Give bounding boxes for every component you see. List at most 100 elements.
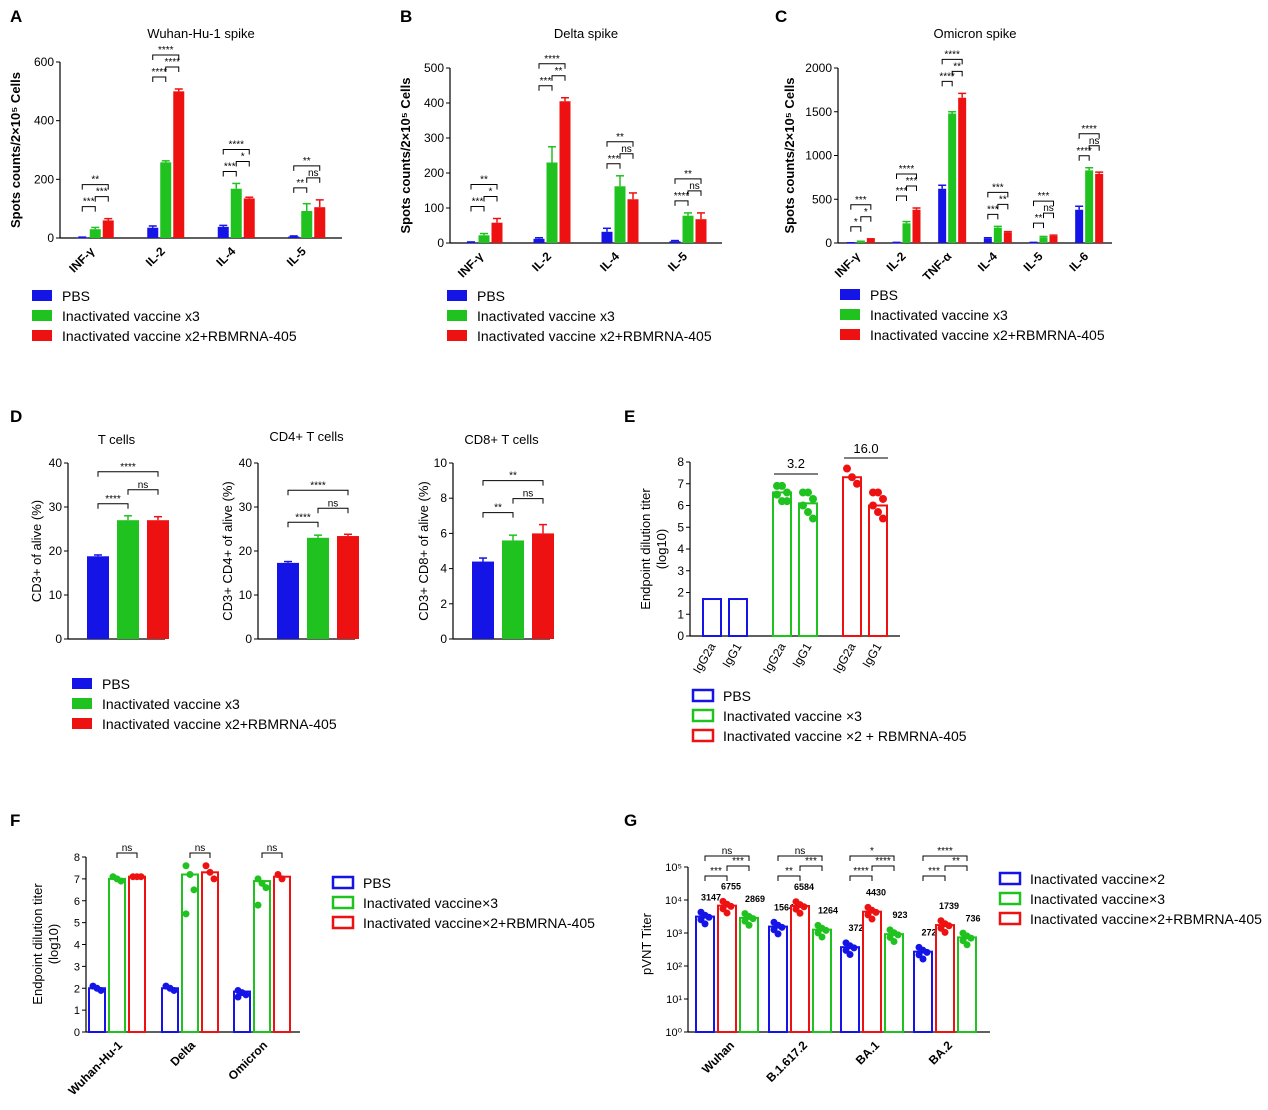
- significance-bracket: [470, 184, 498, 190]
- bar: [902, 223, 911, 243]
- y-tick-label: 10³: [666, 928, 682, 940]
- significance-label: ***: [992, 182, 1004, 193]
- data-point: [868, 915, 876, 923]
- significance-bracket: [944, 865, 968, 871]
- significance-label: ****: [151, 67, 167, 78]
- significance-label: ns: [122, 843, 133, 854]
- y-tick-label: 6: [74, 896, 80, 908]
- significance-bracket: [871, 865, 895, 871]
- data-point: [799, 501, 807, 510]
- legend-swatch: [998, 911, 1022, 926]
- y-tick-label: 400: [424, 96, 444, 110]
- significance-bracket: [1088, 145, 1100, 151]
- significance-label: **: [952, 856, 960, 867]
- panel-letter-b: B: [400, 7, 412, 26]
- significance-bracket: [165, 66, 180, 72]
- y-axis-label: CD3+ of alive (%): [29, 500, 44, 602]
- bar: [161, 987, 179, 1033]
- bar: [502, 540, 524, 639]
- data-point: [874, 508, 882, 517]
- x-tick-label: IgG2a: [760, 640, 789, 676]
- bar: [277, 562, 299, 639]
- y-tick-label: 1000: [805, 149, 832, 163]
- chart-title: Omicron spike: [933, 26, 1016, 41]
- data-point: [796, 909, 804, 917]
- y-tick-label: 10: [434, 456, 448, 470]
- bar: [1075, 209, 1084, 243]
- data-point: [749, 915, 757, 923]
- significance-bracket: [849, 875, 873, 881]
- significance-label: ***: [805, 856, 817, 867]
- significance-label: ****: [544, 54, 560, 65]
- data-point: [774, 930, 782, 938]
- bar: [201, 871, 219, 1033]
- legend-label: Inactivated vaccine x2+RBMRNA-405: [870, 327, 1105, 343]
- significance-bracket: [470, 206, 485, 212]
- y-tick-label: 10⁵: [665, 862, 682, 874]
- chart-title: Delta spike: [554, 26, 618, 41]
- legend-swatch: [447, 310, 467, 321]
- data-point: [890, 937, 898, 945]
- data-point: [190, 886, 198, 894]
- bar: [798, 502, 818, 638]
- data-point: [783, 488, 791, 497]
- significance-bracket: [94, 196, 109, 202]
- data-point: [848, 473, 856, 482]
- significance-bracket: [152, 54, 180, 60]
- y-tick-label: 2000: [805, 61, 832, 75]
- significance-label: ns: [722, 846, 733, 857]
- chart-d-cd4: 0 10 20 30 40 CD4+ T cells CD3+ CD4+ of alive …: [220, 429, 359, 646]
- significance-label: **: [494, 503, 502, 514]
- bar: [546, 162, 558, 243]
- significance-bracket: [293, 165, 321, 171]
- value-label: 1739: [939, 901, 959, 911]
- data-point: [843, 464, 851, 473]
- legend-swatch: [998, 871, 1022, 886]
- data-point: [963, 941, 971, 949]
- x-tick-label: B.1.617.2: [763, 1038, 810, 1085]
- bar: [1049, 236, 1058, 243]
- y-axis-label-unit: (log10): [654, 529, 669, 569]
- significance-label: ns: [1089, 136, 1100, 147]
- data-point: [206, 868, 214, 876]
- bar: [993, 227, 1002, 243]
- bar: [913, 950, 933, 1034]
- panel-letter-c: C: [775, 7, 787, 26]
- legend-swatch: [691, 708, 715, 723]
- y-tick-label: 200: [424, 166, 444, 180]
- x-tick-label: INF-γ: [455, 249, 486, 280]
- x-tick-label: INF-γ: [832, 249, 863, 280]
- legend-label: Inactivated vaccine x3: [102, 696, 240, 712]
- y-axis-label: Endpoint dilution titer: [30, 883, 45, 1005]
- bar: [88, 987, 106, 1033]
- x-tick-label: IL-2: [529, 249, 554, 274]
- bar: [912, 209, 921, 243]
- y-tick-label: 0: [437, 236, 444, 250]
- y-tick-label: 2: [440, 597, 447, 611]
- x-tick-label: IL-2: [884, 249, 909, 274]
- significance-label: ****: [310, 480, 326, 491]
- value-label: 3147: [701, 893, 721, 903]
- legend-swatch: [691, 728, 715, 743]
- data-point: [97, 986, 105, 994]
- panel-letter-g: G: [624, 811, 637, 830]
- legend-swatch: [840, 309, 860, 320]
- significance-label: *: [854, 217, 858, 228]
- x-tick-label: Omicron: [225, 1038, 270, 1083]
- legend-label: PBS: [477, 288, 505, 304]
- y-tick-label: 0: [47, 231, 54, 245]
- data-point: [117, 877, 125, 885]
- chart-f: 0 1 2 3 4 5 6 7 8 Endpoint dilution titer (log10) n…: [30, 843, 595, 1098]
- legend-label: Inactivated vaccine ×3: [723, 708, 862, 724]
- y-tick-label: 10: [239, 588, 253, 602]
- data-point: [701, 920, 709, 928]
- significance-bracket: [551, 75, 566, 81]
- significance-label: *: [241, 151, 245, 162]
- significance-label: **: [684, 169, 692, 180]
- data-point: [809, 494, 817, 503]
- data-point: [945, 922, 953, 930]
- data-point: [170, 986, 178, 994]
- y-tick-label: 8: [440, 491, 447, 505]
- significance-label: ***: [96, 187, 108, 198]
